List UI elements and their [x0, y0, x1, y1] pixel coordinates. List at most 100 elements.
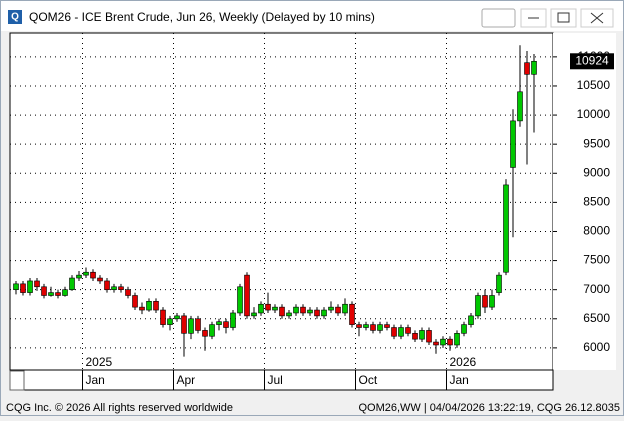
candle-body: [13, 283, 19, 290]
candle-body: [118, 286, 124, 290]
candle-body: [342, 303, 348, 314]
candle-body: [244, 274, 250, 317]
maximize-button[interactable]: [550, 8, 577, 28]
candle-body: [97, 277, 103, 282]
candle-body: [349, 303, 355, 325]
candle-body: [356, 324, 362, 328]
candle-body: [223, 321, 229, 328]
candle-body: [76, 274, 82, 279]
candle-body: [468, 315, 474, 325]
candle-body: [41, 286, 47, 296]
candle-body: [405, 327, 411, 334]
candle-body: [426, 330, 432, 343]
candle-body: [258, 303, 264, 314]
candle-body: [293, 306, 299, 314]
price-axis-area: [553, 33, 616, 370]
y-tick-label: 7500: [583, 253, 610, 267]
candle-body: [433, 341, 439, 346]
candle-body: [167, 318, 173, 325]
candle-body: [524, 62, 530, 75]
y-tick-label: 8000: [583, 224, 610, 238]
candle-body: [335, 306, 341, 314]
app-icon-glyph: Q: [11, 12, 19, 23]
candle-body: [475, 295, 481, 317]
candle-body: [90, 271, 96, 279]
candle-body: [496, 274, 502, 293]
candle-body: [237, 286, 243, 314]
status-left: CQG Inc. © 2026 All rights reserved worl…: [6, 402, 233, 414]
candle-body: [489, 295, 495, 308]
candle-body: [230, 312, 236, 328]
close-icon: [590, 12, 604, 24]
candle-body: [34, 280, 40, 288]
candle-body: [279, 306, 285, 317]
last-price-box: [570, 53, 614, 70]
candle-body: [146, 301, 152, 311]
y-tick-label: 6500: [583, 311, 610, 325]
year-label: 2026: [450, 355, 477, 369]
x-tick-label: Jan: [450, 373, 469, 387]
candle-body: [307, 309, 313, 314]
candle-body: [454, 333, 460, 346]
candle-body: [20, 283, 26, 293]
candle-body: [300, 306, 306, 314]
candle-body: [314, 309, 320, 317]
candle-body: [125, 289, 131, 296]
candle-body: [447, 338, 453, 346]
last-price-label: 10924: [575, 53, 609, 67]
x-tick-label: Jul: [268, 373, 283, 387]
candle-body: [412, 333, 418, 340]
candle-body: [139, 306, 145, 311]
scroll-box[interactable]: [9, 370, 25, 391]
candle-body: [27, 280, 33, 293]
candle-body: [181, 315, 187, 334]
app-icon: [8, 10, 22, 24]
candle-body: [398, 327, 404, 337]
candle-body: [160, 309, 166, 325]
candle-body: [174, 315, 180, 320]
candle-body: [531, 60, 537, 75]
candle-body: [111, 286, 117, 290]
y-tick-label: 10500: [577, 78, 611, 92]
candle-body: [153, 301, 159, 311]
candle-body: [202, 330, 208, 337]
x-tick-label: Jan: [86, 373, 105, 387]
x-tick-label: Apr: [177, 373, 196, 387]
year-label: 2025: [86, 355, 113, 369]
candle-body: [440, 338, 446, 346]
x-tick-label: Oct: [359, 373, 378, 387]
window-title: QOM26 - ICE Brent Crude, Jun 26, Weekly …: [29, 10, 375, 24]
candle-body: [132, 295, 138, 308]
candle-body: [195, 318, 201, 331]
candle-body: [265, 303, 271, 311]
y-tick-label: 9000: [583, 165, 610, 179]
candle-body: [328, 306, 334, 311]
link-button[interactable]: [481, 8, 516, 28]
candle-body: [321, 309, 327, 317]
candle-body: [209, 324, 215, 337]
candle-body: [419, 330, 425, 340]
candle-body: [503, 184, 509, 273]
candle-body: [384, 324, 390, 328]
y-tick-label: 6000: [583, 340, 610, 354]
candle-body: [83, 271, 89, 276]
candle-body: [69, 277, 75, 290]
candle-body: [251, 312, 257, 317]
candle-body: [461, 324, 467, 334]
maximize-icon: [557, 12, 570, 23]
candle-body: [216, 321, 222, 325]
y-tick-label: 7000: [583, 282, 610, 296]
candle-body: [104, 280, 110, 290]
candle-body: [377, 324, 383, 331]
candle-body: [55, 292, 61, 296]
y-tick-label: 10000: [577, 107, 611, 121]
y-tick-label: 9500: [583, 136, 610, 150]
candle-body: [48, 292, 54, 296]
candle-body: [391, 327, 397, 337]
candle-body: [517, 91, 523, 122]
candle-body: [286, 312, 292, 317]
y-tick-label: 8500: [583, 195, 610, 209]
candle-body: [62, 289, 68, 296]
